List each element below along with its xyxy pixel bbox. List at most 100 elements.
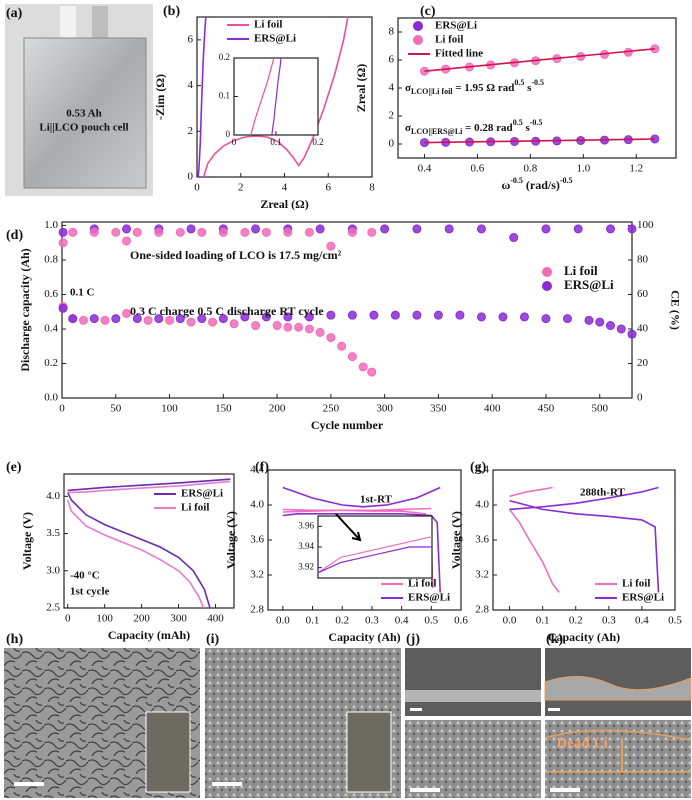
data-point bbox=[455, 310, 465, 320]
sem-label: Dead Li bbox=[556, 735, 607, 751]
x-tick-label: 0.6 bbox=[454, 615, 468, 627]
data-point bbox=[229, 319, 239, 329]
layer bbox=[405, 690, 541, 702]
legend-label: ERS@Li bbox=[181, 488, 223, 500]
panel-label: (j) bbox=[406, 632, 420, 647]
panel-label: (d) bbox=[6, 228, 23, 243]
data-point bbox=[498, 312, 508, 322]
data-point bbox=[58, 238, 68, 248]
x-tick-label: 6 bbox=[326, 182, 332, 194]
scale-bar bbox=[410, 788, 440, 792]
layer bbox=[544, 675, 692, 701]
x-tick-label: 200 bbox=[269, 403, 286, 415]
y-axis-label: Discharge capacity (Ah) bbox=[18, 248, 32, 371]
data-point bbox=[68, 227, 78, 237]
data-point bbox=[89, 314, 99, 324]
y-tick-label: 3.96 bbox=[298, 520, 314, 530]
text-segment: s bbox=[524, 82, 532, 94]
photo-a: 0.53 Ah Li||LCO pouch cell bbox=[5, 4, 153, 196]
x-tick-label: 1.2 bbox=[629, 163, 643, 175]
chart: 0.0 0.1 0.2 0.3 0.4 0.5 2.8 3.2 3.6 4.0 4.4 Li foil… bbox=[475, 464, 682, 627]
y-tick-label: 4 bbox=[389, 82, 395, 94]
plot-frame bbox=[397, 17, 677, 159]
y-tick-label: 3.5 bbox=[46, 527, 60, 539]
data-point bbox=[111, 227, 121, 237]
x-tick-label: 1.0 bbox=[576, 163, 590, 175]
x-tick-label: 0.3 bbox=[602, 615, 616, 627]
data-line bbox=[282, 486, 441, 593]
data-line bbox=[424, 138, 655, 144]
data-point bbox=[79, 315, 89, 325]
data-point bbox=[283, 312, 293, 322]
y-tick-label: 0.1 bbox=[219, 91, 230, 101]
data-point bbox=[208, 317, 218, 327]
data-point bbox=[272, 321, 282, 331]
panel-label: (h) bbox=[6, 632, 23, 647]
data-line bbox=[271, 57, 282, 136]
x-axis-label: Zreal (Ω) bbox=[260, 197, 308, 211]
text-segment: (rad/s) bbox=[523, 178, 560, 192]
x-tick-label: 0.4 bbox=[418, 163, 432, 175]
x-tick-label: 0.6 bbox=[471, 163, 485, 175]
data-point bbox=[197, 314, 207, 324]
y-tick-label: 6 bbox=[389, 54, 395, 66]
data-point bbox=[154, 314, 164, 324]
data-point bbox=[519, 312, 529, 322]
data-point bbox=[197, 227, 207, 237]
data-point bbox=[509, 233, 519, 243]
data-line bbox=[250, 57, 275, 136]
text-segment: -0.5 bbox=[560, 176, 573, 185]
y2-tick-label: 100 bbox=[637, 219, 654, 231]
panel-label: (e) bbox=[6, 460, 22, 475]
data-point bbox=[367, 227, 377, 237]
y-tick-label: 3.2 bbox=[475, 569, 489, 581]
legend-label: ERS@Li bbox=[564, 277, 614, 292]
y-tick-label: 0.2 bbox=[219, 52, 230, 62]
data-point bbox=[304, 324, 314, 334]
scale-bar bbox=[550, 788, 580, 792]
data-point bbox=[175, 314, 185, 324]
y-tick-label: 2 bbox=[389, 110, 395, 122]
data-point bbox=[165, 315, 175, 325]
legend-label: ERS@Li bbox=[435, 20, 477, 32]
x-axis-label: Capacity (Ah) bbox=[328, 630, 400, 644]
panel-label: (k) bbox=[546, 632, 563, 647]
x-tick-label: 350 bbox=[430, 403, 447, 415]
y-axis-label: Zreal (Ω) bbox=[354, 64, 368, 112]
data-point bbox=[326, 241, 336, 251]
y-tick-label: 0.6 bbox=[44, 288, 58, 300]
data-point bbox=[58, 227, 68, 237]
y-axis-label: Voltage (V) bbox=[20, 512, 34, 570]
y-tick-label: 0 bbox=[226, 129, 231, 139]
data-point bbox=[186, 224, 196, 234]
panel-label: (b) bbox=[163, 4, 180, 19]
data-point bbox=[476, 312, 486, 322]
x-tick-label: 100 bbox=[161, 403, 178, 415]
y-tick-label: 4.0 bbox=[250, 499, 264, 511]
sem-j-bottom bbox=[405, 720, 541, 798]
data-point bbox=[240, 312, 250, 322]
x-axis-label: ω-0.5 (rad/s)-0.5 bbox=[501, 176, 572, 191]
tab bbox=[60, 6, 76, 42]
data-line bbox=[424, 48, 655, 72]
data-point bbox=[261, 312, 271, 322]
data-point bbox=[240, 227, 250, 237]
x-tick-label: 0.1 bbox=[536, 615, 550, 627]
photo-text: 0.53 Ah bbox=[66, 108, 101, 120]
data-point bbox=[315, 327, 325, 337]
legend-marker bbox=[413, 21, 423, 31]
y-tick-label: 0.8 bbox=[44, 253, 58, 265]
text-segment: 0.5 bbox=[513, 118, 523, 127]
x-tick-label: 300 bbox=[170, 613, 187, 625]
data-point bbox=[326, 310, 336, 320]
text-segment: LCO||Li foil bbox=[411, 87, 453, 96]
chart: 0 0.1 0.2 0 0.1 0.2 bbox=[219, 52, 324, 147]
annotation: σLCO||ERS@Li = 0.28 rad0.5 s-0.5 bbox=[405, 118, 542, 136]
chart: 0.4 0.6 0.8 1.0 1.2 0 2 4 6 8 ERS@Li Li foil Fitted … bbox=[389, 17, 677, 175]
data-line bbox=[66, 480, 231, 609]
data-point bbox=[605, 224, 615, 234]
annotation: -40 °C bbox=[70, 570, 100, 582]
arrow bbox=[335, 513, 362, 542]
data-point bbox=[562, 314, 572, 324]
